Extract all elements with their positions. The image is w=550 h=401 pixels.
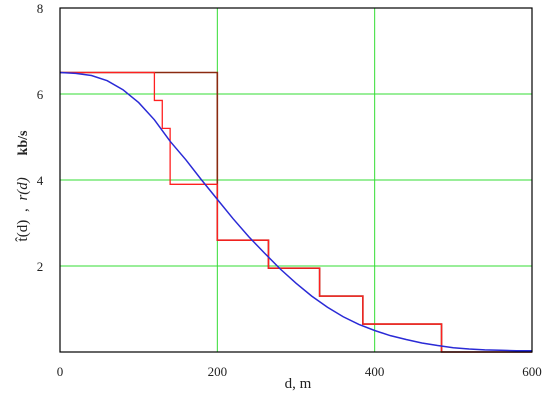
y-tick-label: 6 xyxy=(37,87,44,102)
y-tick-label: 2 xyxy=(37,259,44,274)
series-line-step-red xyxy=(60,71,532,353)
x-tick-label: 0 xyxy=(57,364,64,379)
plot-frame xyxy=(59,7,533,353)
y-axis-label: t̂(d) , r(d) kb/s xyxy=(15,130,31,242)
series-line-step-dark xyxy=(60,71,532,353)
y-axis-label-left: t̂(d) xyxy=(15,220,31,243)
series-group xyxy=(59,71,532,353)
tick-labels: 0 200 400 600 2 4 6 8 xyxy=(37,1,542,379)
y-tick-label: 8 xyxy=(37,1,44,16)
y-tick-label: 4 xyxy=(37,173,44,188)
y-axis-label-unit: kb/s xyxy=(16,130,31,155)
svg-text:t̂(d) , r(d): t̂(d) , r(d) kb/s xyxy=(15,130,31,242)
y-axis-label-sep: , xyxy=(15,208,31,212)
x-axis-label: d, m xyxy=(285,376,312,392)
grid-lines xyxy=(60,8,532,352)
x-tick-label: 200 xyxy=(208,364,228,379)
y-axis-label-right: r(d) xyxy=(15,177,31,200)
x-tick-label: 400 xyxy=(365,364,385,379)
series-line-smooth xyxy=(59,71,532,352)
x-tick-label: 600 xyxy=(522,364,542,379)
